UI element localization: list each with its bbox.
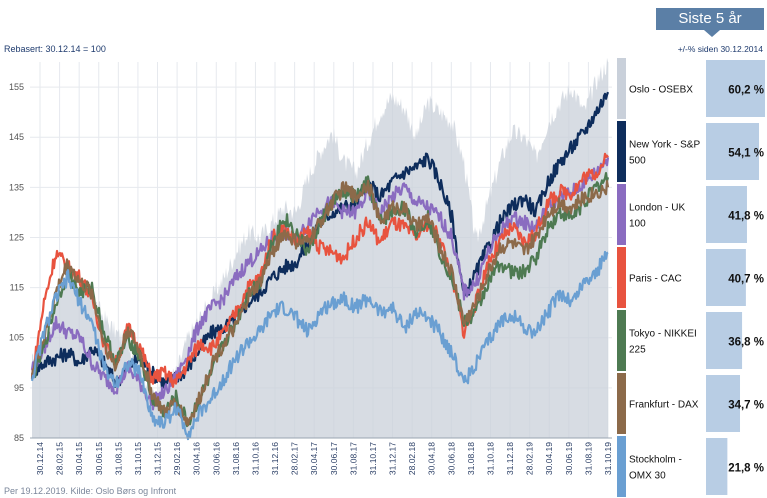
x-tick-label: 31.08.19 — [583, 442, 593, 475]
x-tick-label: 30.06.15 — [94, 442, 104, 475]
x-tick-label: 28.02.18 — [407, 442, 417, 475]
legend-label-line2: 225 — [629, 345, 646, 356]
x-tick-label: 31.12.18 — [505, 442, 515, 475]
legend-label: Tokyo - NIKKEI — [629, 329, 697, 340]
y-tick-label: 85 — [14, 433, 24, 443]
legend-label: Oslo - OSEBX — [629, 85, 693, 96]
change-value: 60,2 % — [728, 85, 764, 97]
legend-label-line2: OMX 30 — [629, 471, 666, 482]
x-tick-label: 30.04.15 — [74, 442, 84, 475]
legend-color-swatch — [617, 247, 626, 308]
x-tick-label: 31.10.19 — [603, 442, 613, 475]
legend-label: New York - S&P — [629, 140, 700, 151]
x-tick-label: 29.02.16 — [172, 442, 182, 475]
legend-color-swatch — [617, 184, 626, 245]
legend-label-line2: 100 — [629, 219, 646, 230]
y-tick-label: 105 — [9, 333, 24, 343]
x-tick-label: 30.06.19 — [564, 442, 574, 475]
y-tick-label: 145 — [9, 132, 24, 142]
x-tick-label: 31.12.17 — [388, 442, 398, 475]
change-bar — [706, 249, 746, 306]
change-bar — [706, 438, 728, 495]
y-tick-label: 115 — [10, 283, 24, 293]
x-tick-label: 30.06.18 — [446, 442, 456, 475]
x-tick-label: 28.02.19 — [525, 442, 535, 475]
x-tick-label: 31.08.18 — [466, 442, 476, 475]
legend-label-line2: 500 — [629, 156, 646, 167]
change-note: +/-% siden 30.12.2014 — [677, 44, 763, 54]
x-tick-label: 31.10.15 — [133, 442, 143, 475]
change-value: 41,8 % — [728, 211, 764, 223]
source-note: Per 19.12.2019. Kilde: Oslo Børs og Infr… — [4, 486, 177, 496]
change-value: 36,8 % — [728, 337, 764, 349]
y-tick-label: 125 — [9, 232, 24, 242]
y-tick-label: 155 — [9, 82, 24, 92]
chart-lines — [30, 91, 610, 441]
rebase-label: Rebasert: 30.12.14 = 100 — [4, 44, 106, 54]
legend-color-swatch — [617, 58, 626, 119]
change-value: 54,1 % — [728, 148, 764, 160]
x-tick-label: 30.04.18 — [427, 442, 437, 475]
change-value: 21,8 % — [728, 463, 764, 475]
x-tick-label: 30.04.16 — [192, 442, 202, 475]
legend-color-swatch — [617, 436, 626, 497]
chart-axes: 30.12.14 28.02.15 30.04.15 30.06.15 31.08.15… — [9, 82, 613, 475]
change-bar — [706, 312, 743, 369]
x-tick-label: 28.02.17 — [290, 442, 300, 475]
chart-legend: Oslo - OSEBX 60,2 % New York - S&P 500 54,1 … — [617, 58, 765, 497]
series-line-frankfurt-dax — [30, 179, 610, 427]
x-tick-label: 30.12.14 — [35, 442, 45, 475]
legend-color-swatch — [617, 373, 626, 434]
y-tick-label: 135 — [9, 182, 24, 192]
legend-label: Frankfurt - DAX — [629, 400, 699, 411]
x-tick-label: 30.06.17 — [329, 442, 339, 475]
x-tick-label: 31.12.15 — [153, 442, 163, 475]
x-tick-label: 31.08.16 — [231, 442, 241, 475]
x-tick-label: 30.04.17 — [309, 442, 319, 475]
change-value: 40,7 % — [728, 274, 764, 286]
x-tick-label: 31.12.16 — [270, 442, 280, 475]
x-tick-label: 31.08.17 — [348, 442, 358, 475]
x-tick-label: 31.10.17 — [368, 442, 378, 475]
tab-pointer-icon — [704, 30, 720, 37]
x-tick-label: 31.08.15 — [113, 442, 123, 475]
change-bar — [706, 60, 765, 117]
change-bar — [706, 375, 741, 432]
x-tick-label: 31.10.18 — [485, 442, 495, 475]
change-bar — [706, 186, 747, 243]
x-tick-label: 30.04.19 — [544, 442, 554, 475]
y-tick-label: 95 — [14, 383, 24, 393]
x-tick-label: 31.10.16 — [250, 442, 260, 475]
legend-label: Stockholm - — [629, 455, 682, 466]
legend-color-swatch — [617, 121, 626, 182]
legend-label: London - UK — [629, 203, 685, 214]
period-tab[interactable]: Siste 5 år — [656, 8, 764, 30]
x-tick-label: 30.06.16 — [211, 442, 221, 475]
series-line-stockholm — [30, 250, 609, 441]
legend-color-swatch — [617, 310, 626, 371]
change-value: 34,7 % — [728, 400, 764, 412]
change-bar — [706, 123, 760, 180]
x-tick-label: 28.02.15 — [55, 442, 65, 475]
legend-label: Paris - CAC — [629, 274, 682, 285]
